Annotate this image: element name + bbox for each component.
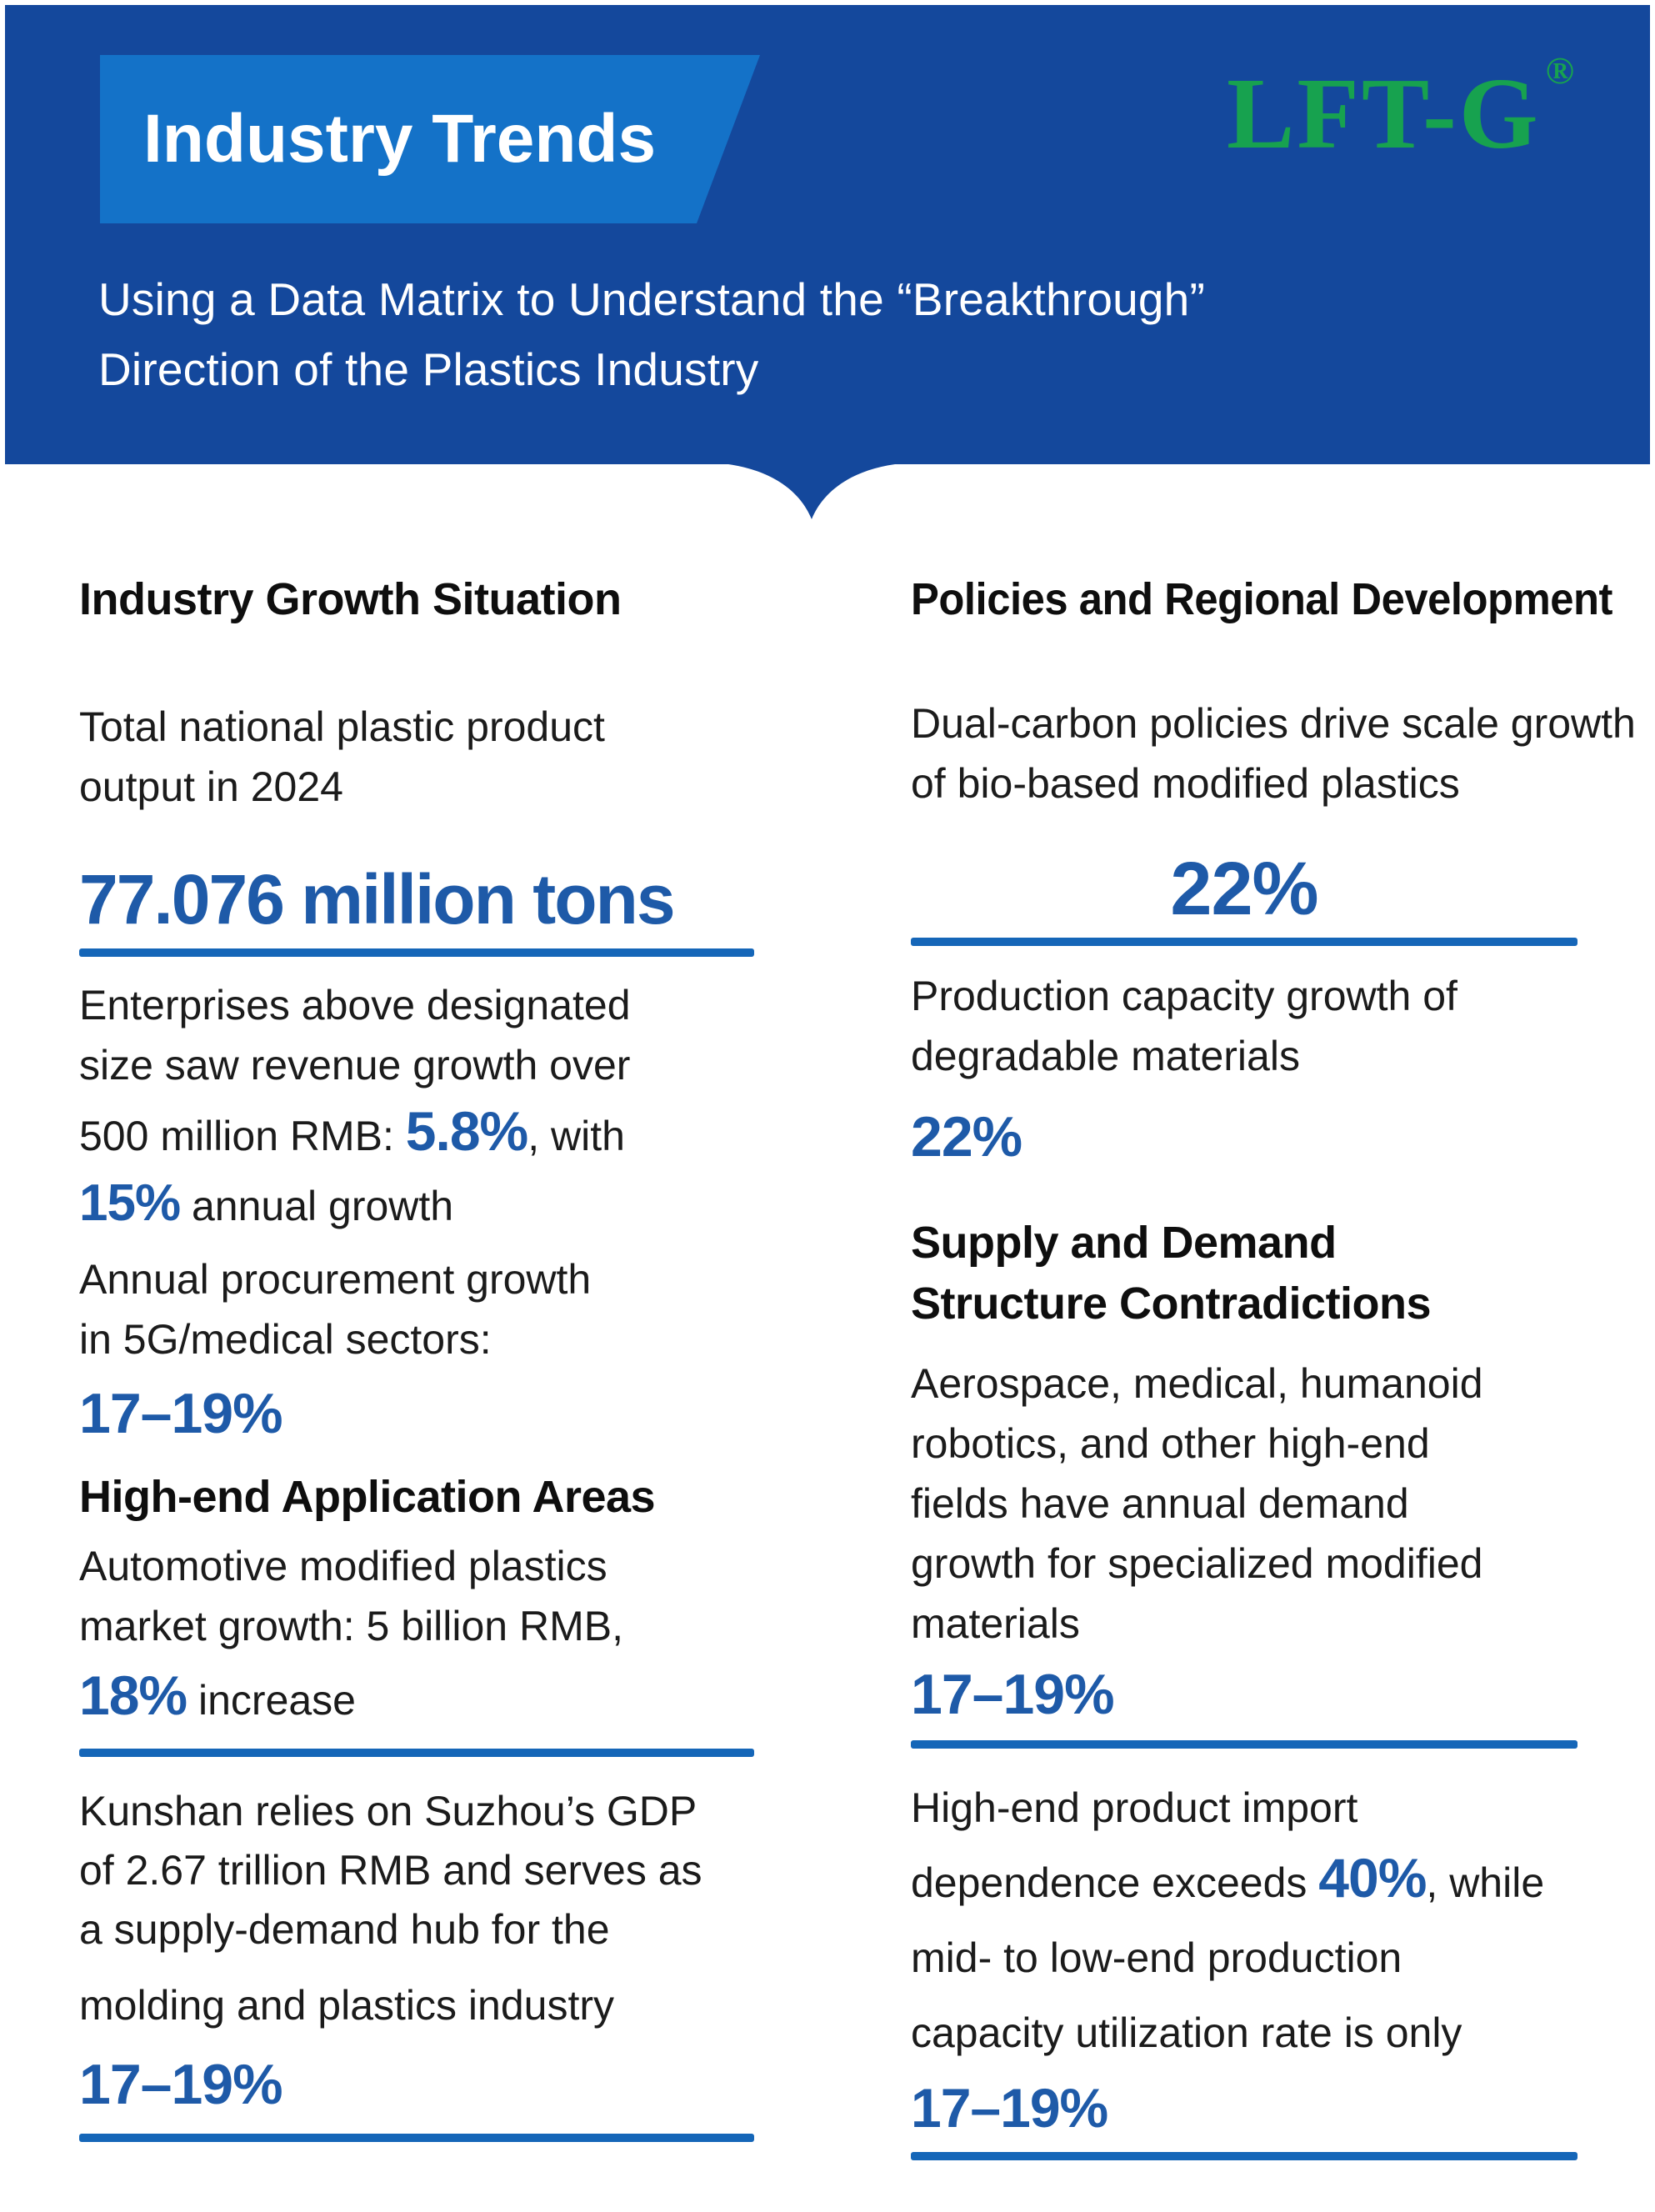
imports-line: capacity utilization rate is only	[911, 2009, 1462, 2056]
capacity-line: Production capacity growth of	[911, 972, 1458, 1019]
policies-intro-text: Dual-carbon policies drive scale growth …	[911, 693, 1655, 813]
inline-stat-18: 18%	[79, 1664, 188, 1727]
registered-mark-icon: ®	[1545, 49, 1577, 92]
automotive-line: Automotive modified plastics	[79, 1543, 608, 1590]
demand-line: growth for specialized modified	[911, 1539, 1483, 1587]
increase-line: 18% increase	[79, 1668, 761, 1730]
section-heading-industry-growth: Industry Growth Situation	[79, 574, 622, 624]
demand-line: robotics, and other high-end	[911, 1419, 1430, 1467]
imports-line: dependence exceeds 40%, while	[911, 1845, 1655, 1920]
revenue-paragraph: Enterprises above designated size saw re…	[79, 975, 761, 1236]
revenue-line: 500 million RMB: 5.8%, with	[79, 1103, 761, 1166]
imports-text: dependence exceeds	[911, 1859, 1319, 1906]
revenue-text: annual growth	[180, 1183, 454, 1230]
imports-line: mid- to low-end production	[911, 1934, 1402, 1981]
stat-imports: 17–19%	[911, 2076, 1108, 2139]
imports-text: , while	[1426, 1859, 1545, 1906]
subheading-line: Supply and Demand	[911, 1217, 1337, 1268]
section-divider	[911, 2151, 1578, 2160]
stat-demand: 17–19%	[911, 1662, 1115, 1726]
stat-kunshan: 17–19%	[79, 2053, 283, 2117]
subtitle-line-2: Direction of the Plastics Industry	[98, 343, 759, 395]
section-heading-policies: Policies and Regional Development	[911, 574, 1612, 624]
capacity-text: Production capacity growth of degradable…	[911, 966, 1655, 1086]
subtitle-line-1: Using a Data Matrix to Understand the “B…	[98, 273, 1205, 325]
subheading-line: Structure Contradictions	[911, 1279, 1432, 1329]
demand-line: Aerospace, medical, humanoid	[911, 1359, 1483, 1407]
revenue-text: , with	[528, 1113, 625, 1160]
imports-paragraph: High-end product import dependence excee…	[911, 1770, 1655, 2070]
inline-stat-5-8: 5.8%	[405, 1100, 528, 1163]
logo-text: LFT-G	[1227, 58, 1541, 170]
title-box: Industry Trends	[100, 55, 760, 223]
center-stat-22: 22%	[1170, 848, 1318, 931]
right-column: Policies and Regional Development Dual-c…	[911, 573, 1655, 2160]
subheading-supply-demand: Supply and Demand Structure Contradictio…	[911, 1213, 1655, 1335]
procurement-line: Annual procurement growth	[79, 1256, 592, 1304]
left-column: Industry Growth Situation Total national…	[79, 573, 761, 2143]
procurement-text: Annual procurement growth in 5G/medical …	[79, 1249, 761, 1369]
demand-paragraph: Aerospace, medical, humanoid robotics, a…	[911, 1354, 1655, 1654]
revenue-line: 15% annual growth	[79, 1176, 761, 1236]
brand-logo: LFT-G ®	[1227, 52, 1577, 165]
page-subtitle: Using a Data Matrix to Understand the “B…	[98, 265, 1205, 404]
header-banner: Industry Trends LFT-G ® Using a Data Matr…	[5, 5, 1650, 464]
inline-stat-40: 40%	[1318, 1846, 1427, 1909]
revenue-line: size saw revenue growth over	[79, 1042, 631, 1089]
stat-underline	[911, 937, 1578, 946]
page-title: Industry Trends	[143, 101, 657, 177]
revenue-line: Enterprises above designated	[79, 982, 631, 1029]
kunshan-paragraph: Kunshan relies on Suzhou’s GDP of 2.67 t…	[79, 1782, 761, 2035]
demand-line: materials	[911, 1599, 1080, 1647]
section-divider	[79, 2134, 754, 2143]
intro-line: output in 2024	[79, 763, 343, 810]
header-notch-shape	[728, 464, 895, 519]
intro-line: Total national plastic product	[79, 703, 605, 750]
procurement-line: in 5G/medical sectors:	[79, 1316, 492, 1364]
demand-line: fields have annual demand	[911, 1479, 1409, 1527]
industry-intro-text: Total national plastic product output in…	[79, 697, 761, 817]
kunshan-line: molding and plastics industry	[79, 1982, 614, 2029]
big-stat-output: 77.076 million tons	[79, 860, 676, 938]
revenue-text: 500 million RMB:	[79, 1113, 406, 1160]
inline-stat-15: 15%	[79, 1174, 181, 1233]
kunshan-line: a supply-demand hub for the	[79, 1906, 610, 1954]
stat-22: 22%	[911, 1104, 1022, 1169]
stat-procurement: 17–19%	[79, 1382, 283, 1446]
imports-line: High-end product import	[911, 1784, 1358, 1831]
policies-intro-line: Dual-carbon policies drive scale growth	[911, 700, 1636, 747]
automotive-line: market growth: 5 billion RMB,	[79, 1603, 624, 1650]
automotive-text: Automotive modified plastics market grow…	[79, 1536, 761, 1656]
stat-underline	[79, 948, 754, 958]
capacity-line: degradable materials	[911, 1032, 1300, 1079]
kunshan-line: Kunshan relies on Suzhou’s GDP	[79, 1788, 698, 1835]
subheading-high-end-areas: High-end Application Areas	[79, 1472, 656, 1523]
increase-label: increase	[187, 1677, 356, 1724]
section-divider	[911, 1739, 1578, 1749]
section-divider	[79, 1749, 754, 1758]
kunshan-line: of 2.67 trillion RMB and serves as	[79, 1847, 702, 1894]
policies-intro-line: of bio-based modified plastics	[911, 760, 1460, 807]
